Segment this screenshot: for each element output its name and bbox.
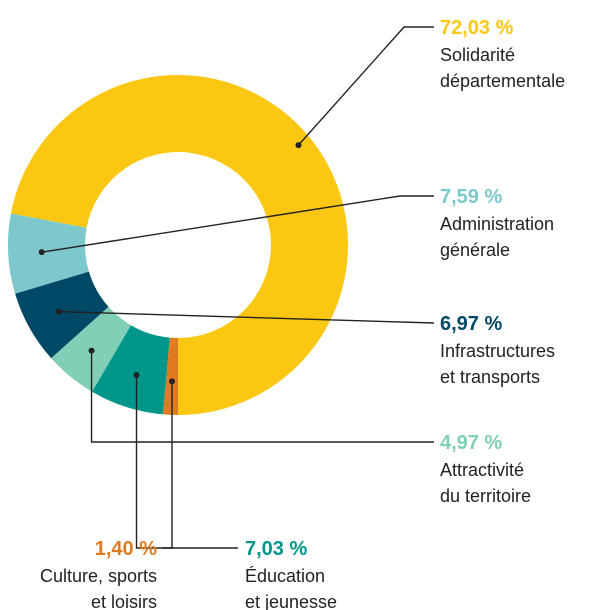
category-label-administration-line1: Administration: [440, 214, 554, 234]
value-label-solidarite: 72,03 %: [440, 17, 514, 39]
category-label-infrastructures-line2: et transports: [440, 367, 540, 387]
donut-slices: [7, 74, 348, 415]
category-label-attractivite-line1: Attractivité: [440, 460, 524, 480]
value-label-education: 7,03 %: [245, 538, 307, 560]
category-label-education-line2: et jeunesse: [245, 592, 337, 610]
category-label-culture-sports-line2: et loisirs: [91, 592, 157, 610]
value-label-administration: 7,59 %: [440, 186, 502, 208]
callout-line-attractivite: [90, 350, 434, 443]
value-label-attractivite: 4,97 %: [440, 432, 502, 454]
category-label-education-line1: Éducation: [245, 566, 325, 586]
slice-solidarite: [10, 74, 348, 415]
callout-line-culture-sports: [162, 381, 173, 549]
slice-administration: [7, 213, 89, 294]
callout-labels: 72,03 % Solidarité départementale 7,59 % Adm…: [38, 17, 565, 610]
category-label-solidarite-line1: Solidarité: [440, 45, 515, 65]
category-label-administration-line2: générale: [440, 240, 510, 260]
callout-line-administration: [41, 195, 434, 253]
callout-line-infrastructures: [58, 310, 435, 324]
callout-line-solidarite: [297, 26, 434, 146]
category-label-infrastructures-line1: Infrastructures: [440, 341, 555, 361]
slice-education: [92, 325, 170, 415]
category-label-solidarite-line2: départementale: [440, 71, 565, 91]
category-label-culture-sports-line1: Culture, sports: [40, 566, 157, 586]
callout-line-education: [135, 375, 238, 549]
slice-infrastructures: [15, 271, 109, 359]
value-label-culture-sports: 1,40 %: [95, 538, 157, 560]
slice-culture-sports: [163, 337, 178, 415]
category-label-attractivite-line2: du territoire: [440, 486, 531, 506]
value-label-infrastructures: 6,97 %: [440, 313, 502, 335]
